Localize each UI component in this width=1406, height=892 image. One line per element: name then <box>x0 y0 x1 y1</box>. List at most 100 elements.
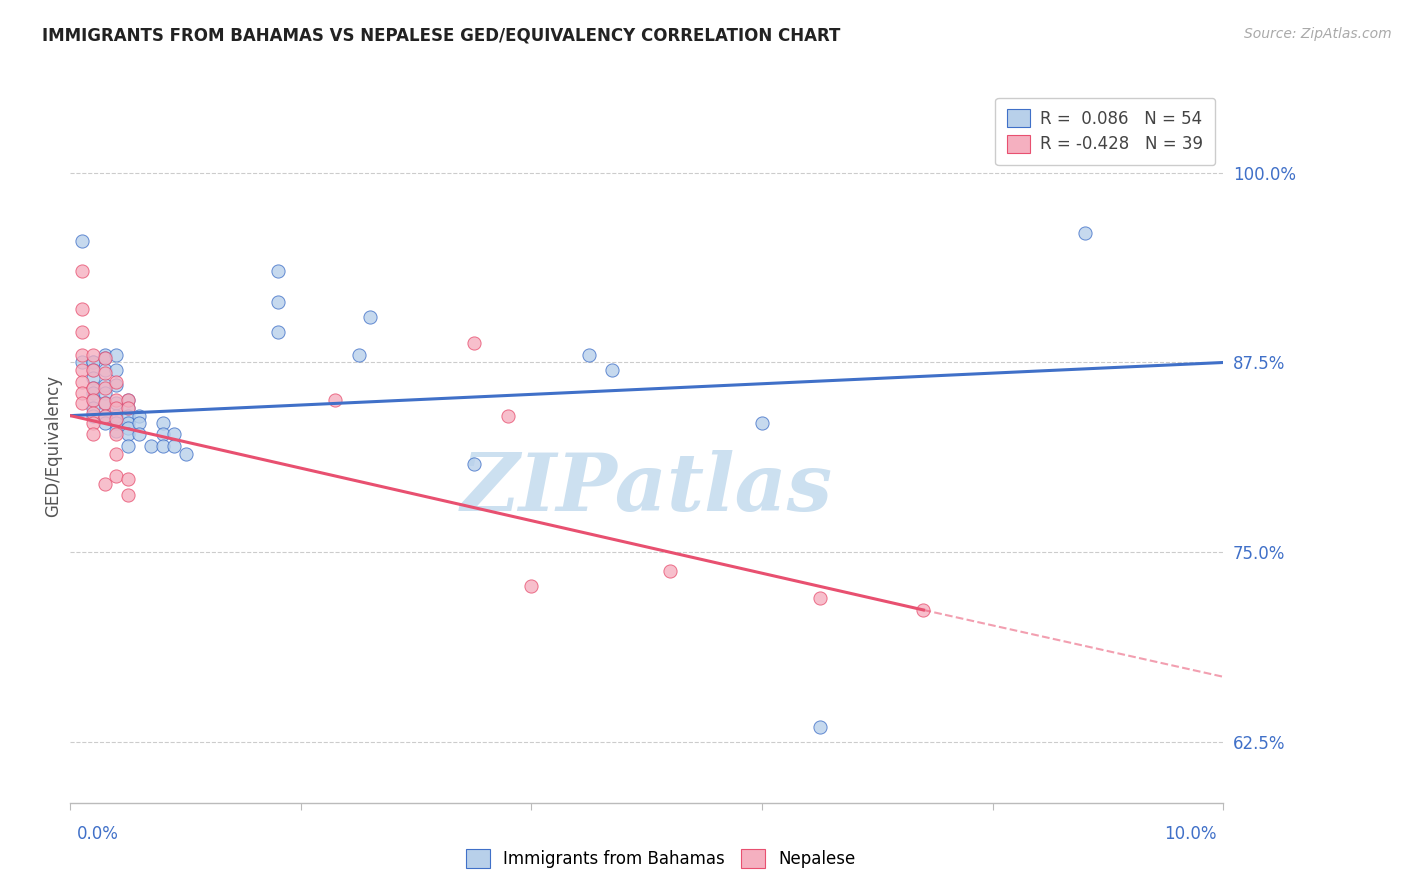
Point <box>82 355 104 369</box>
Text: IMMIGRANTS FROM BAHAMAS VS NEPALESE GED/EQUIVALENCY CORRELATION CHART: IMMIGRANTS FROM BAHAMAS VS NEPALESE GED/… <box>42 27 841 45</box>
Point <box>117 487 139 501</box>
Text: 10.0%: 10.0% <box>1164 825 1216 843</box>
Point <box>163 439 186 453</box>
Point <box>105 411 128 425</box>
Point <box>105 447 128 461</box>
Point <box>70 234 93 248</box>
Point <box>117 472 139 486</box>
Point <box>520 579 543 593</box>
Point <box>808 720 831 734</box>
Point <box>117 409 139 423</box>
Point <box>70 302 93 317</box>
Point <box>82 393 104 408</box>
Point <box>117 416 139 430</box>
Point <box>82 393 104 408</box>
Point <box>82 416 104 430</box>
Point <box>82 385 104 400</box>
Point <box>94 351 117 365</box>
Point <box>658 564 681 578</box>
Point <box>94 385 117 400</box>
Point <box>94 366 117 380</box>
Point <box>82 401 104 415</box>
Point <box>105 376 128 390</box>
Text: ZIPatlas: ZIPatlas <box>461 450 832 527</box>
Point <box>105 416 128 430</box>
Point <box>82 370 104 384</box>
Point <box>94 378 117 392</box>
Point <box>117 439 139 453</box>
Point <box>105 469 128 483</box>
Point <box>105 348 128 362</box>
Point <box>82 348 104 362</box>
Point <box>325 393 347 408</box>
Point <box>94 363 117 377</box>
Point <box>1074 227 1097 241</box>
Point <box>82 406 104 420</box>
Point <box>82 381 104 395</box>
Point <box>808 591 831 605</box>
Point <box>82 426 104 441</box>
Point <box>105 409 128 423</box>
Point <box>105 401 128 415</box>
Point <box>152 426 174 441</box>
Point <box>94 348 117 362</box>
Point <box>359 310 381 324</box>
Point <box>139 439 162 453</box>
Point <box>82 409 104 423</box>
Point <box>105 424 128 438</box>
Point <box>267 325 290 339</box>
Point <box>94 409 117 423</box>
Legend: Immigrants from Bahamas, Nepalese: Immigrants from Bahamas, Nepalese <box>460 843 862 875</box>
Point <box>82 363 104 377</box>
Point <box>94 396 117 410</box>
Point <box>82 381 104 395</box>
Point <box>105 393 128 408</box>
Point <box>70 264 93 278</box>
Point <box>94 381 117 395</box>
Point <box>117 401 139 415</box>
Point <box>117 393 139 408</box>
Point <box>117 393 139 408</box>
Point <box>105 363 128 377</box>
Point <box>94 477 117 491</box>
Point <box>498 409 520 423</box>
Point <box>70 348 93 362</box>
Point <box>463 457 485 471</box>
Point <box>94 396 117 410</box>
Point <box>70 376 93 390</box>
Point <box>347 348 370 362</box>
Point <box>128 409 150 423</box>
Point <box>105 426 128 441</box>
Point <box>152 439 174 453</box>
Point <box>70 385 93 400</box>
Point <box>578 348 600 362</box>
Point <box>117 421 139 435</box>
Point <box>94 409 117 423</box>
Point <box>463 335 485 350</box>
Point <box>267 264 290 278</box>
Point <box>751 416 773 430</box>
Point <box>163 426 186 441</box>
Point <box>94 416 117 430</box>
Point <box>82 355 104 369</box>
Point <box>912 603 935 617</box>
Point <box>70 355 93 369</box>
Point <box>152 416 174 430</box>
Point <box>174 447 197 461</box>
Legend: R =  0.086   N = 54, R = -0.428   N = 39: R = 0.086 N = 54, R = -0.428 N = 39 <box>995 97 1215 165</box>
Point <box>105 378 128 392</box>
Point <box>117 401 139 415</box>
Point <box>117 426 139 441</box>
Point <box>82 363 104 377</box>
Point <box>600 363 623 377</box>
Point <box>70 363 93 377</box>
Y-axis label: GED/Equivalency: GED/Equivalency <box>44 375 62 517</box>
Point <box>70 396 93 410</box>
Point <box>128 426 150 441</box>
Point <box>94 351 117 365</box>
Point <box>267 294 290 309</box>
Text: Source: ZipAtlas.com: Source: ZipAtlas.com <box>1244 27 1392 41</box>
Point <box>128 416 150 430</box>
Text: 0.0%: 0.0% <box>77 825 120 843</box>
Point <box>105 396 128 410</box>
